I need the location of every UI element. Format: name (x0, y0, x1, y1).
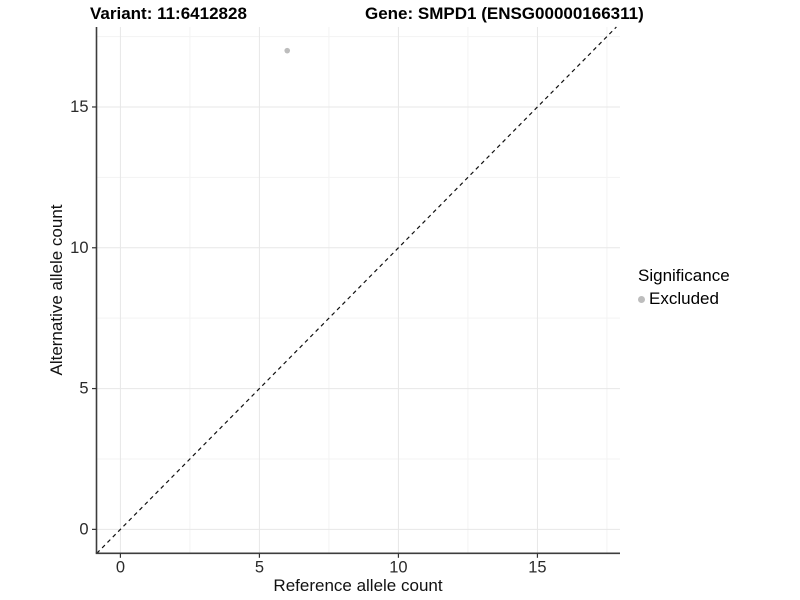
identity-reference-line (96, 26, 617, 554)
variant-title: Variant: 11:6412828 (90, 4, 247, 23)
x-tick-label: 5 (255, 559, 264, 577)
gene-title: Gene: SMPD1 (ENSG00000166311) (365, 4, 644, 23)
x-tick-label: 15 (528, 559, 546, 577)
legend-item-excluded: Excluded (638, 289, 730, 309)
y-tick-label: 5 (79, 380, 88, 398)
data-point-excluded (284, 47, 291, 54)
legend-item-label: Excluded (649, 289, 719, 308)
y-tick-label: 0 (79, 520, 88, 538)
legend: Significance Excluded (638, 266, 730, 309)
legend-title: Significance (638, 266, 730, 285)
x-axis-title: Reference allele count (273, 576, 443, 595)
y-tick-label: 15 (70, 98, 88, 116)
x-tick-label: 10 (389, 559, 407, 577)
x-tick-label: 0 (116, 559, 125, 577)
y-tick-label: 10 (70, 239, 88, 257)
y-axis-title: Alternative allele count (47, 204, 66, 376)
excluded-point-icon (638, 295, 645, 303)
